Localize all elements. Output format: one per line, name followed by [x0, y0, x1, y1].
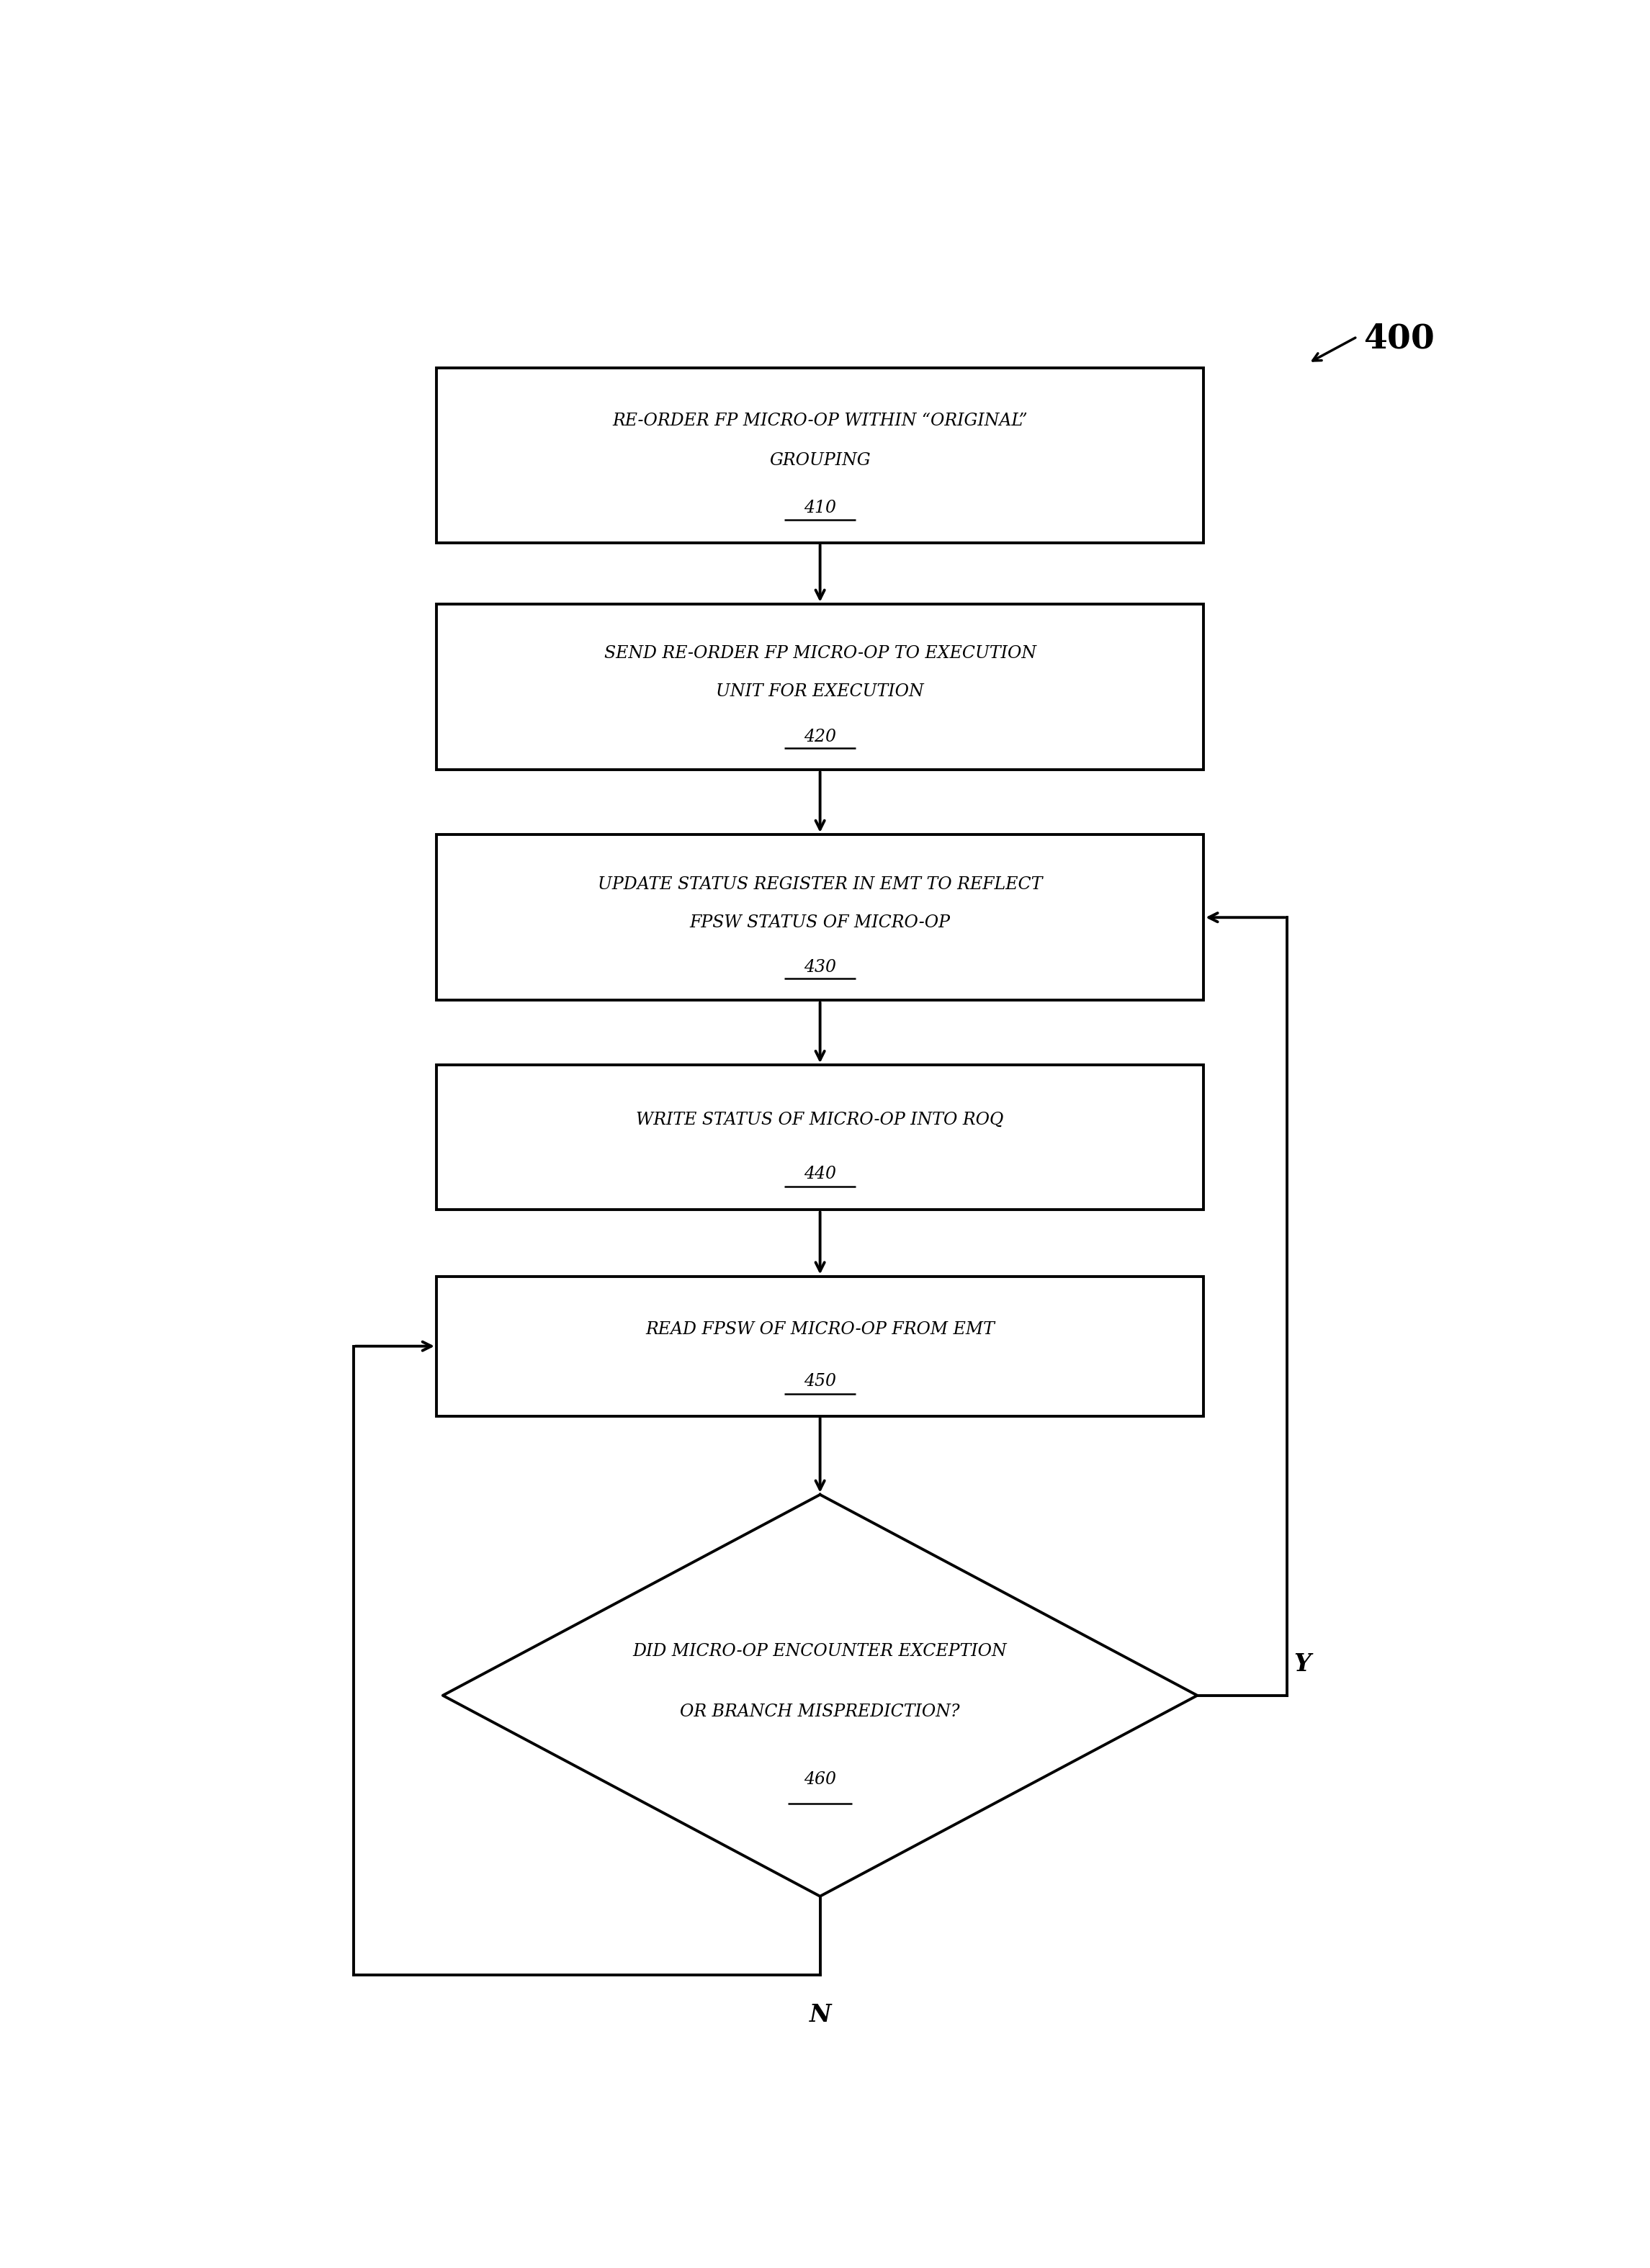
- Text: READ FPSW OF MICRO-OP FROM EMT: READ FPSW OF MICRO-OP FROM EMT: [645, 1322, 995, 1338]
- Text: UNIT FOR EXECUTION: UNIT FOR EXECUTION: [716, 683, 924, 701]
- Text: Y: Y: [1294, 1651, 1310, 1676]
- Text: UPDATE STATUS REGISTER IN EMT TO REFLECT: UPDATE STATUS REGISTER IN EMT TO REFLECT: [597, 875, 1043, 894]
- Text: FPSW STATUS OF MICRO-OP: FPSW STATUS OF MICRO-OP: [690, 914, 950, 930]
- Bar: [436, 603, 1205, 769]
- Bar: [436, 367, 1205, 542]
- Text: OR BRANCH MISPREDICTION?: OR BRANCH MISPREDICTION?: [680, 1703, 960, 1719]
- Text: 460: 460: [804, 1771, 837, 1787]
- Text: DID MICRO-OP ENCOUNTER EXCEPTION: DID MICRO-OP ENCOUNTER EXCEPTION: [634, 1642, 1007, 1660]
- Text: GROUPING: GROUPING: [769, 454, 871, 469]
- Text: 430: 430: [804, 959, 837, 975]
- Text: SEND RE-ORDER FP MICRO-OP TO EXECUTION: SEND RE-ORDER FP MICRO-OP TO EXECUTION: [604, 646, 1036, 662]
- Text: 420: 420: [804, 728, 837, 744]
- Text: N: N: [808, 2003, 832, 2028]
- Text: 410: 410: [804, 499, 837, 517]
- Text: 400: 400: [1363, 322, 1436, 356]
- Bar: [436, 1066, 1205, 1209]
- Text: WRITE STATUS OF MICRO-OP INTO ROQ: WRITE STATUS OF MICRO-OP INTO ROQ: [637, 1111, 1003, 1129]
- Text: RE-ORDER FP MICRO-OP WITHIN “ORIGINAL”: RE-ORDER FP MICRO-OP WITHIN “ORIGINAL”: [612, 413, 1028, 429]
- Text: 440: 440: [804, 1166, 837, 1182]
- Text: 450: 450: [804, 1372, 837, 1390]
- Bar: [436, 1277, 1205, 1415]
- Bar: [436, 835, 1205, 1000]
